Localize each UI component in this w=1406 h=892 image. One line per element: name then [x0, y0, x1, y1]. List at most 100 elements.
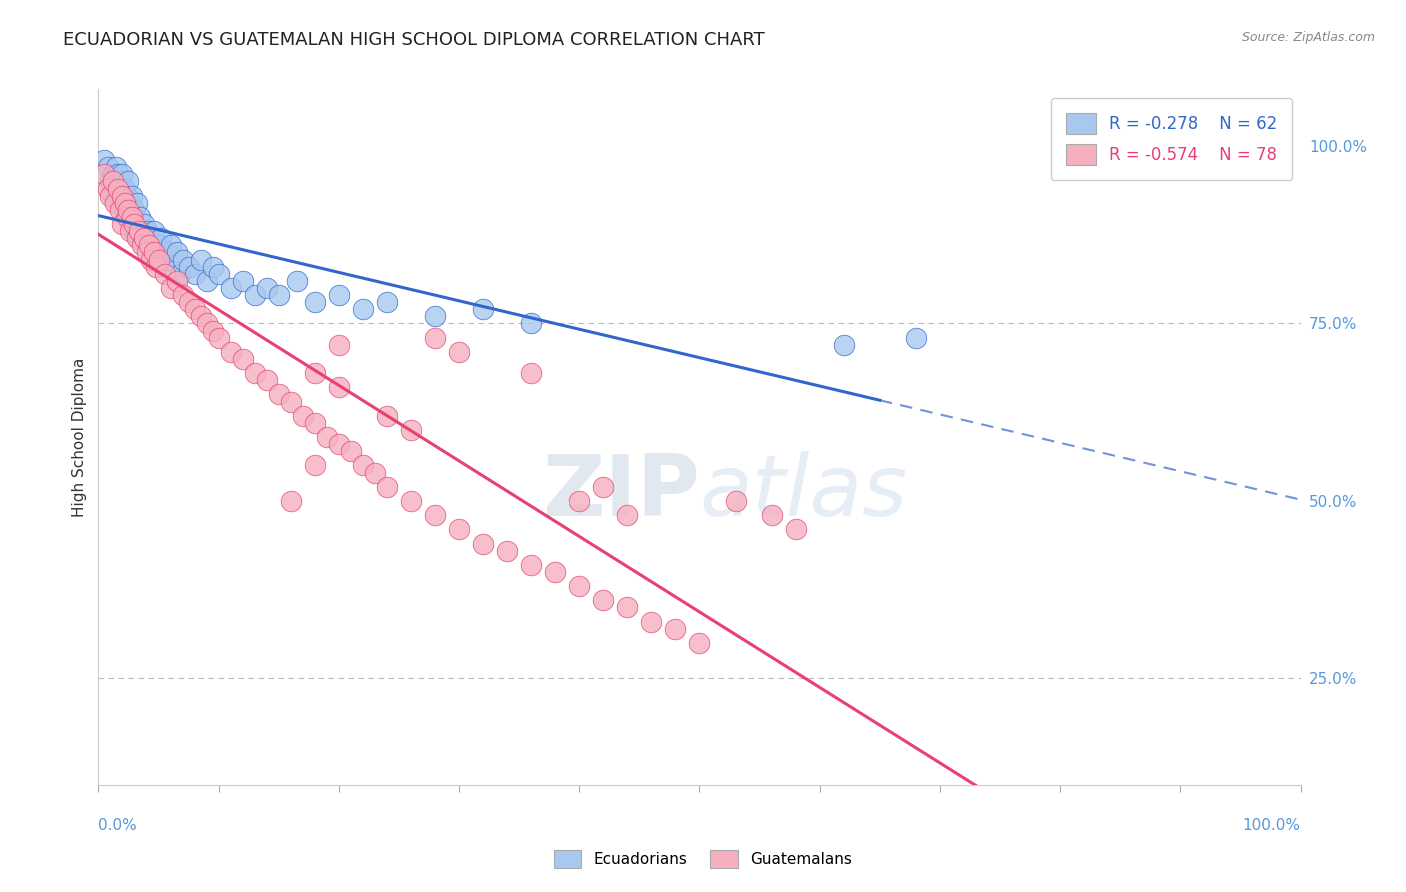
Point [138, 238, 160, 252]
Point [114, 181, 136, 195]
Point [100, 188, 122, 202]
Point [145, 245, 167, 260]
Point [447, 522, 470, 536]
Point [107, 168, 129, 182]
Point [118, 195, 141, 210]
Point [97, 161, 120, 175]
Point [111, 168, 134, 182]
Point [243, 366, 266, 380]
Point [129, 210, 152, 224]
Point [352, 458, 374, 473]
Point [785, 522, 807, 536]
Point [315, 430, 337, 444]
Point [256, 373, 278, 387]
Point [114, 195, 136, 210]
Point [105, 161, 128, 175]
Text: 100.0%: 100.0% [1243, 819, 1301, 833]
Point [183, 267, 205, 281]
Point [291, 409, 314, 423]
Point [124, 202, 146, 217]
Point [375, 480, 398, 494]
Point [304, 295, 326, 310]
Point [724, 494, 747, 508]
Point [108, 202, 131, 217]
Point [520, 558, 543, 572]
Point [616, 508, 638, 523]
Point [157, 245, 180, 260]
Point [101, 174, 124, 188]
Point [568, 579, 591, 593]
Point [364, 466, 387, 480]
Point [304, 366, 326, 380]
Point [121, 210, 143, 224]
Point [108, 195, 131, 210]
Point [100, 174, 122, 188]
Point [121, 217, 143, 231]
Point [105, 181, 128, 195]
Point [132, 231, 155, 245]
Point [219, 281, 242, 295]
Point [125, 231, 148, 245]
Point [135, 245, 157, 260]
Point [153, 252, 176, 267]
Point [132, 217, 155, 231]
Point [190, 310, 212, 324]
Point [131, 238, 153, 252]
Text: ECUADORIAN VS GUATEMALAN HIGH SCHOOL DIPLOMA CORRELATION CHART: ECUADORIAN VS GUATEMALAN HIGH SCHOOL DIP… [63, 31, 765, 49]
Point [340, 444, 363, 458]
Point [117, 210, 139, 224]
Point [142, 245, 165, 260]
Point [93, 168, 115, 182]
Point [125, 195, 148, 210]
Point [520, 366, 543, 380]
Point [201, 260, 224, 274]
Point [177, 260, 200, 274]
Point [472, 536, 495, 550]
Point [904, 331, 927, 345]
Y-axis label: High School Diploma: High School Diploma [72, 358, 87, 516]
Point [111, 217, 134, 231]
Point [148, 252, 170, 267]
Point [118, 224, 141, 238]
Point [664, 622, 686, 636]
Point [304, 458, 326, 473]
Point [127, 231, 149, 245]
Point [141, 238, 163, 252]
Point [219, 344, 242, 359]
Point [169, 267, 191, 281]
Point [328, 288, 350, 302]
Point [399, 423, 422, 437]
Point [166, 245, 188, 260]
Point [423, 310, 446, 324]
Point [195, 274, 218, 288]
Text: atlas: atlas [700, 451, 907, 534]
Point [232, 351, 254, 366]
Point [285, 274, 308, 288]
Point [616, 600, 638, 615]
Point [304, 416, 326, 430]
Point [177, 295, 200, 310]
Point [375, 409, 398, 423]
Point [208, 267, 231, 281]
Point [568, 494, 591, 508]
Point [201, 324, 224, 338]
Point [592, 480, 614, 494]
Point [159, 281, 181, 295]
Point [149, 231, 172, 245]
Point [280, 394, 302, 409]
Point [142, 224, 165, 238]
Point [159, 238, 181, 252]
Point [689, 636, 711, 650]
Point [101, 168, 124, 182]
Point [592, 593, 614, 607]
Point [153, 267, 176, 281]
Point [111, 188, 134, 202]
Point [544, 565, 567, 579]
Point [111, 188, 134, 202]
Point [135, 224, 157, 238]
Legend: R = -0.278    N = 62, R = -0.574    N = 78: R = -0.278 N = 62, R = -0.574 N = 78 [1050, 97, 1292, 180]
Point [352, 302, 374, 317]
Point [267, 387, 290, 401]
Point [148, 238, 170, 252]
Point [423, 508, 446, 523]
